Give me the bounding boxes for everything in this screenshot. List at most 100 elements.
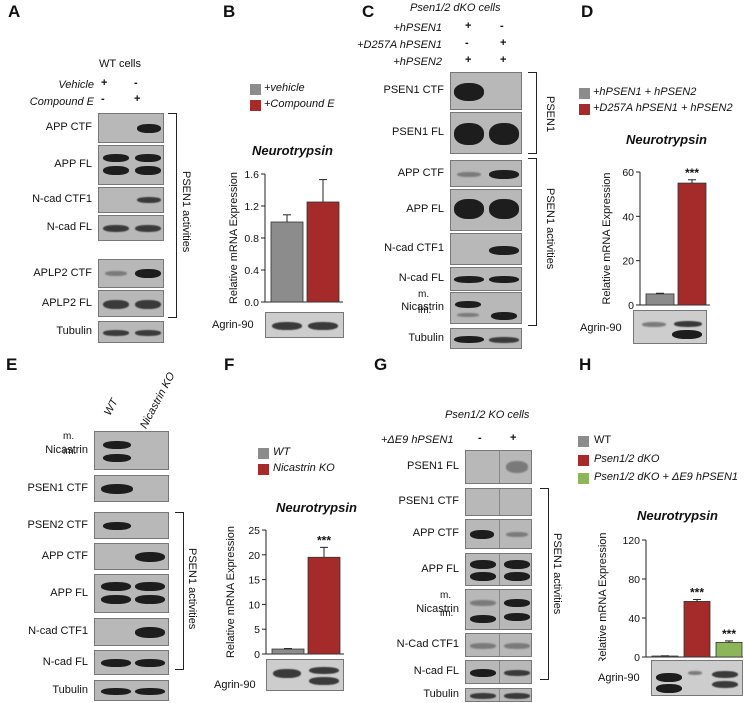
nicastrin-form-label: im. xyxy=(440,608,454,619)
panel-c-treatment-label: +D257A hPSEN1 xyxy=(357,39,442,51)
panel-h-letter: H xyxy=(579,355,592,374)
legend-swatch-red xyxy=(578,455,589,466)
panel-g-treatment-label: +ΔE9 hPSEN1 xyxy=(381,434,454,446)
y-tick-label: 25 xyxy=(248,525,260,537)
chart-title: Neurotrypsin xyxy=(626,132,707,147)
legend-label: +D257A hPSEN1 + hPSEN2 xyxy=(593,102,733,114)
y-tick-label: 20 xyxy=(622,256,634,268)
y-axis-label: Relative mRNA Expression xyxy=(228,172,240,304)
blot-row-label: APP CTF xyxy=(45,121,92,133)
panel-c-bracket-psen1 xyxy=(528,72,537,154)
panel-c-mark: + xyxy=(500,37,507,49)
legend-label: +vehicle xyxy=(264,82,305,94)
blot-row xyxy=(465,660,532,684)
panel-a-bracket xyxy=(168,113,177,318)
legend-label: WT xyxy=(594,434,612,446)
blot-row xyxy=(450,112,522,154)
panel-d-letter: D xyxy=(581,2,594,21)
blot-row-label: Nicastrin xyxy=(45,443,88,456)
nicastrin-form-label: m. xyxy=(63,431,75,442)
chart-d: 0 20 40 60 Relative mRNA Expression *** xyxy=(601,166,710,310)
bar xyxy=(715,641,743,658)
panel-a-mark: - xyxy=(134,77,138,89)
blot-row-label: PSEN1 CTF xyxy=(383,84,444,96)
y-tick-label: 40 xyxy=(622,211,634,223)
blot-row xyxy=(465,633,532,657)
panel-a-treatment-label: Compound E xyxy=(29,96,94,108)
legend-label: WT xyxy=(273,446,291,458)
y-tick-label: 0.0 xyxy=(244,297,259,309)
y-tick-label: 20 xyxy=(248,550,260,562)
y-tick-label: 0.4 xyxy=(244,265,259,277)
panel-c-bracket-psen1-label: PSEN1 xyxy=(544,96,556,133)
blot-row-label: Tubulin xyxy=(408,331,444,344)
agrin-blot xyxy=(633,310,707,344)
legend-label: Nicastrin KO xyxy=(273,462,335,474)
y-tick-label: 1.6 xyxy=(244,169,259,181)
blot-row xyxy=(450,160,522,187)
panel-f-letter: F xyxy=(224,355,235,374)
panel-c-mark: + xyxy=(465,20,472,32)
panel-c-treatment-label: +hPSEN1 xyxy=(393,22,442,34)
legend-swatch-red xyxy=(579,104,590,115)
chart-title: Neurotrypsin xyxy=(252,143,333,158)
significance-label: *** xyxy=(690,585,704,599)
legend-label: Psen1/2 dKO + ΔE9 hPSEN1 xyxy=(594,471,739,483)
panel-e-letter: E xyxy=(6,355,18,374)
bar xyxy=(677,182,707,306)
y-axis-label: Relative mRNA Expression xyxy=(598,532,609,661)
panel-a-mark: + xyxy=(101,77,108,89)
blot-row-label: APP FL xyxy=(406,203,444,215)
blot-row-label: PSEN1 CTF xyxy=(27,481,88,494)
chart-title: Neurotrypsin xyxy=(276,500,357,515)
panel-c-treatment-label: +hPSEN2 xyxy=(393,56,442,68)
significance-label: *** xyxy=(317,533,331,547)
blot-row-label: APLP2 CTF xyxy=(33,266,92,279)
blot-row-label: N-Cad CTF1 xyxy=(396,638,459,650)
blot-row-label: Nicastrin xyxy=(401,301,444,313)
panel-a-letter: A xyxy=(8,2,21,21)
panel-e-lane-label: WT xyxy=(102,396,121,418)
blot-row-label: PSEN1 CTF xyxy=(398,495,459,507)
blot-row-label: Tubulin xyxy=(423,688,459,700)
panel-c-bracket-activities-label: PSEN1 activities xyxy=(544,188,556,270)
panel-g-mark: + xyxy=(510,432,517,444)
panel-c-mark: - xyxy=(465,37,469,49)
panel-a-treatment-label: Vehicle xyxy=(58,79,94,91)
y-tick-label: 80 xyxy=(628,574,640,586)
blot-row xyxy=(465,688,532,702)
bar xyxy=(645,293,675,306)
panel-g-mark: - xyxy=(478,432,482,444)
bar xyxy=(307,556,341,655)
panel-c-mark: - xyxy=(500,20,504,32)
y-tick-label: 0 xyxy=(254,649,260,658)
bar xyxy=(306,201,340,303)
panel-a-mark: - xyxy=(101,93,105,105)
agrin-blot xyxy=(265,312,344,338)
blot-row xyxy=(94,618,169,646)
blot-row-label: APP CTF xyxy=(397,166,444,179)
legend-swatch-gray xyxy=(579,88,590,99)
y-tick-label: 40 xyxy=(628,613,640,625)
blot-row-label: Nicastrin xyxy=(416,602,459,615)
bar xyxy=(271,648,305,655)
y-tick-label: 0 xyxy=(634,652,640,661)
panel-g-header: Psen1/2 KO cells xyxy=(445,409,530,421)
blot-row-label: Tubulin xyxy=(56,325,92,337)
nicastrin-form-label: m. xyxy=(440,590,452,601)
blot-row-label: PSEN1 FL xyxy=(407,460,459,472)
bar xyxy=(683,601,711,658)
y-tick-label: 0 xyxy=(628,300,634,310)
significance-label: *** xyxy=(685,166,699,180)
blot-row xyxy=(94,650,169,675)
agrin-label: Agrin-90 xyxy=(212,319,254,331)
blot-row xyxy=(450,72,522,110)
chart-b: 0.0 0.4 0.8 1.2 1.6 Relative mRNA Expression xyxy=(228,169,343,309)
blot-row xyxy=(94,574,169,613)
blot-row-label: N-cad CTF1 xyxy=(32,193,92,205)
agrin-label: Agrin-90 xyxy=(580,322,622,334)
y-tick-label: 0.8 xyxy=(244,233,259,245)
blot-row xyxy=(450,267,522,291)
panel-e-bracket-label: PSEN1 activities xyxy=(186,548,198,630)
chart-title: Neurotrypsin xyxy=(637,508,718,523)
